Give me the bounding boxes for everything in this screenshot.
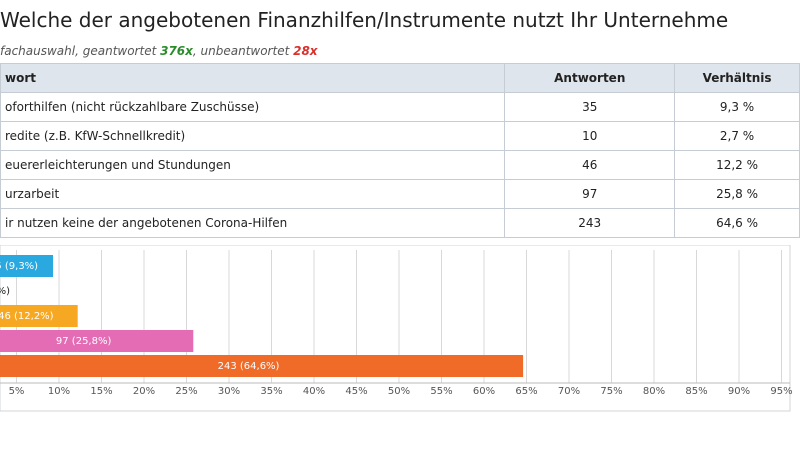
table-row: urzarbeit 97 25,8 % bbox=[0, 179, 800, 209]
bar bbox=[0, 305, 78, 327]
x-tick-label: 30% bbox=[218, 386, 240, 397]
table-row: oforthilfen (nicht rückzahlbare Zuschüss… bbox=[0, 92, 800, 122]
column-header: Verhältnis bbox=[674, 63, 800, 93]
table-cell: 243 bbox=[504, 208, 676, 238]
answered-count: 376x bbox=[160, 44, 193, 58]
question-title: Welche der angebotenen Finanzhilfen/Inst… bbox=[0, 8, 729, 32]
table-cell: 64,6 % bbox=[674, 208, 800, 238]
bar-label: 10 (2,7%) bbox=[0, 286, 10, 297]
bar-label: 46 (12,2%) bbox=[0, 311, 54, 322]
table-cell: 9,3 % bbox=[674, 92, 800, 122]
x-tick-label: 5% bbox=[9, 386, 25, 397]
bar bbox=[0, 255, 54, 277]
x-tick-label: 55% bbox=[430, 386, 452, 397]
subtitle-text: fachauswahl, geantwortet bbox=[0, 44, 161, 58]
x-tick-label: 40% bbox=[303, 386, 325, 397]
chart: 5% 10% 15% 20% 25% 30% 35% 40% 45% 50% 55% 60% 65% 70… bbox=[0, 245, 793, 412]
bar bbox=[0, 355, 524, 377]
x-tick-label: 80% bbox=[643, 386, 665, 397]
x-tick-label: 70% bbox=[558, 386, 580, 397]
x-tick-label: 45% bbox=[345, 386, 367, 397]
column-header: wort bbox=[0, 63, 506, 93]
table-cell: 46 bbox=[504, 150, 676, 180]
subtitle: fachauswahl, geantwortet 376x, unbeantwo… bbox=[0, 44, 318, 58]
x-tick-label: 25% bbox=[175, 386, 197, 397]
x-tick-label: 85% bbox=[685, 386, 707, 397]
x-tick-label: 35% bbox=[260, 386, 282, 397]
x-tick-label: 20% bbox=[133, 386, 155, 397]
bar bbox=[0, 330, 194, 352]
x-tick-label: 75% bbox=[600, 386, 622, 397]
table-cell: ir nutzen keine der angebotenen Corona-H… bbox=[0, 208, 506, 238]
x-tick-label: 15% bbox=[90, 386, 112, 397]
table-cell: 97 bbox=[504, 179, 676, 209]
x-tick-label: 90% bbox=[728, 386, 750, 397]
bar-label: 243 (64,6%) bbox=[218, 361, 280, 372]
x-tick-label: 65% bbox=[515, 386, 537, 397]
table-row: euererleichterungen und Stundungen 46 12,2… bbox=[0, 150, 800, 180]
bar-label: 35 (9,3%) bbox=[0, 261, 38, 272]
table-cell: 10 bbox=[504, 121, 676, 151]
chart-frame bbox=[0, 245, 791, 412]
x-tick-label: 95% bbox=[770, 386, 792, 397]
x-tick-label: 60% bbox=[473, 386, 495, 397]
table-cell: oforthilfen (nicht rückzahlbare Zuschüss… bbox=[0, 92, 506, 122]
x-tick-label: 50% bbox=[388, 386, 410, 397]
table-cell: 35 bbox=[504, 92, 676, 122]
table-cell: euererleichterungen und Stundungen bbox=[0, 150, 506, 180]
table-cell: 12,2 % bbox=[674, 150, 800, 180]
column-header: Antworten bbox=[504, 63, 676, 93]
table-cell: 2,7 % bbox=[674, 121, 800, 151]
x-tick-label: 10% bbox=[48, 386, 70, 397]
subtitle-text: , unbeantwortet bbox=[192, 44, 294, 58]
table-cell: redite (z.B. KfW-Schnellkredit) bbox=[0, 121, 506, 151]
table-cell: 25,8 % bbox=[674, 179, 800, 209]
bar-label: 97 (25,8%) bbox=[56, 336, 112, 347]
results-table: wort Antworten Verhältnis oforthilfen (nich… bbox=[0, 63, 800, 238]
unanswered-count: 28x bbox=[293, 44, 318, 58]
table-row: redite (z.B. KfW-Schnellkredit) 10 2,7 % bbox=[0, 121, 800, 151]
table-cell: urzarbeit bbox=[0, 179, 506, 209]
table-row: ir nutzen keine der angebotenen Corona-H… bbox=[0, 208, 800, 238]
